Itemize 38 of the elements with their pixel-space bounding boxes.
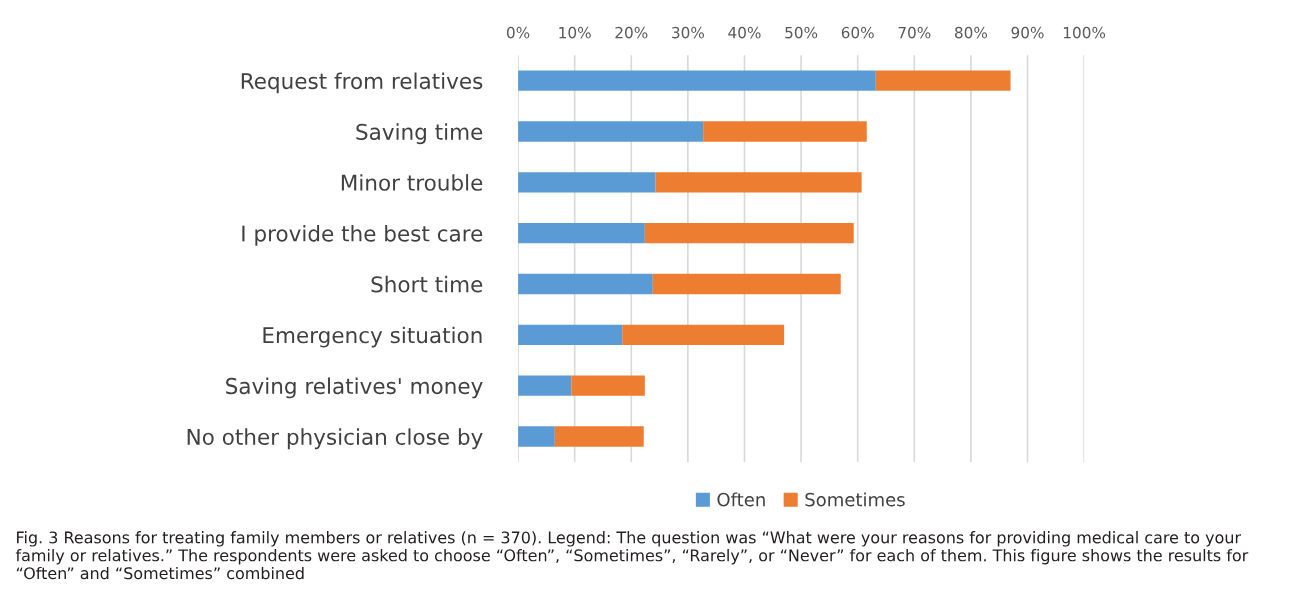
x-tick-label: 70% <box>898 26 931 39</box>
legend-label: Often <box>717 492 765 507</box>
x-tick-label: 60% <box>841 26 874 39</box>
x-tick-label: 20% <box>615 26 648 39</box>
caption: Fig. 3 Reasons for treating family members or relatives (n = 370). Legend: The question was “What were your reasons for providing medical care to your family or relatives.” The respondents were asked to choose “Often”, “Sometimes”, “Rarely”, or “Never” for each of them. This figure shows the results for “Often” and “Sometimes” combined <box>15 531 1249 580</box>
y-tick-label: No other physician close by <box>187 428 483 450</box>
x-tick-label: 10% <box>559 26 591 39</box>
y-tick-label: Request from relatives <box>241 72 483 94</box>
y-tick-label: Saving relatives' money <box>226 377 483 399</box>
bar <box>518 273 653 295</box>
bar <box>554 426 644 447</box>
y-tick-label: I provide the best care <box>242 224 483 246</box>
bar <box>571 375 645 396</box>
legend-label: Sometimes <box>805 492 905 507</box>
bar <box>518 375 572 396</box>
bar <box>652 273 841 295</box>
y-tick-label: Saving time <box>356 123 483 145</box>
bar <box>655 172 862 193</box>
x-tick-label: 100% <box>1063 26 1106 39</box>
y-tick-label: Short time <box>371 275 483 293</box>
bar <box>518 70 876 91</box>
bar <box>518 172 656 193</box>
y-tick-label: Emergency situation <box>263 326 482 348</box>
y-tick-label: Minor trouble <box>341 174 483 191</box>
bar <box>875 70 1011 91</box>
bar <box>644 223 854 244</box>
bar <box>703 121 867 142</box>
x-tick-label: 30% <box>672 26 705 39</box>
bar <box>518 426 555 447</box>
bar <box>622 324 785 345</box>
x-tick-label: 0% <box>506 26 530 39</box>
bar <box>518 121 704 142</box>
bar <box>518 223 645 244</box>
x-tick-label: 80% <box>954 26 988 39</box>
bar <box>518 324 623 345</box>
x-tick-label: 90% <box>1011 26 1044 39</box>
x-tick-label: 50% <box>785 26 818 39</box>
x-tick-label: 40% <box>728 26 761 39</box>
